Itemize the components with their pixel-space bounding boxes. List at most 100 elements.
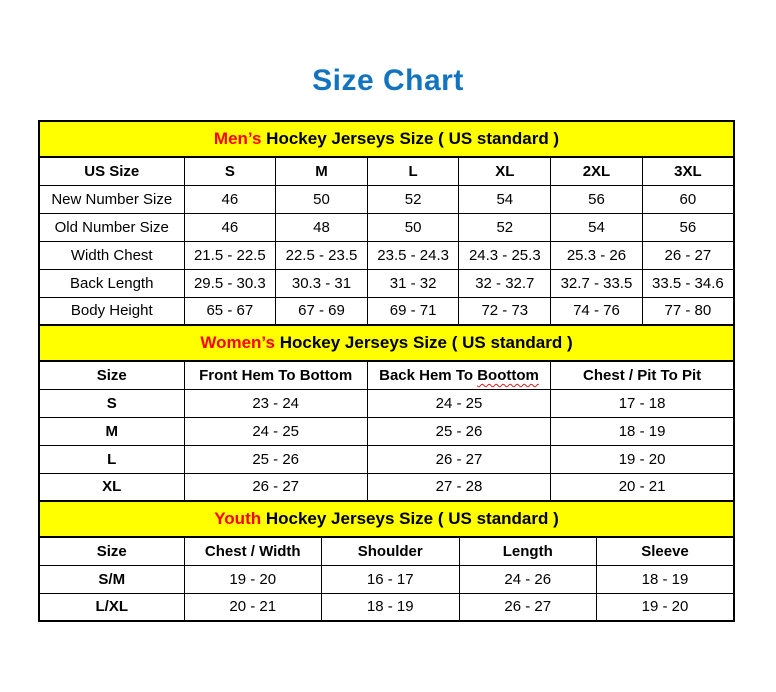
data-cell: 19 - 20 bbox=[183, 564, 322, 594]
header-row: US Size S M L XL 2XL 3XL bbox=[38, 156, 735, 186]
data-cell: 54 bbox=[550, 212, 643, 242]
data-cell: 48 bbox=[275, 212, 368, 242]
data-cell: 18 - 19 bbox=[550, 416, 735, 446]
column-header: XL bbox=[458, 156, 552, 186]
caption-highlight: Youth bbox=[214, 509, 262, 528]
data-cell: 26 - 27 bbox=[458, 592, 597, 622]
data-cell: 20 - 21 bbox=[183, 592, 322, 622]
row-label: L/XL bbox=[38, 592, 185, 622]
row-label: L bbox=[38, 444, 185, 474]
data-cell: 52 bbox=[458, 212, 552, 242]
data-cell: 50 bbox=[275, 184, 368, 214]
data-cell: 19 - 20 bbox=[596, 592, 735, 622]
data-cell: 52 bbox=[366, 184, 460, 214]
data-cell: 18 - 19 bbox=[321, 592, 460, 622]
row-label: S bbox=[38, 388, 185, 418]
caption-text: Hockey Jerseys Size ( US standard ) bbox=[274, 333, 573, 352]
row-label: Back Length bbox=[38, 268, 185, 298]
table-caption-youth: Youth Hockey Jerseys Size ( US standard … bbox=[38, 500, 735, 538]
mens-size-table: US Size S M L XL 2XL 3XL New Number Size 46 50 52 5… bbox=[38, 156, 735, 326]
data-cell: 30.3 - 31 bbox=[275, 268, 368, 298]
column-header: Back Hem To Boottom bbox=[366, 360, 552, 390]
data-cell: 26 - 27 bbox=[366, 444, 552, 474]
column-header-text: Back Hem To bbox=[379, 366, 478, 384]
column-header: L bbox=[366, 156, 460, 186]
womens-size-table: Size Front Hem To Bottom Back Hem To Boott… bbox=[38, 360, 735, 502]
data-cell: 25 - 26 bbox=[183, 444, 368, 474]
youth-size-table: Size Chest / Width Shoulder Length Sleeve S/M… bbox=[38, 536, 735, 622]
caption-highlight: Women’s bbox=[200, 333, 275, 352]
table-row: Old Number Size 46 48 50 52 54 56 bbox=[38, 212, 735, 242]
column-header: 3XL bbox=[641, 156, 735, 186]
caption-text: Hockey Jerseys Size ( US standard ) bbox=[261, 509, 559, 528]
table-row: Width Chest 21.5 - 22.5 22.5 - 23.5 23.5 - … bbox=[38, 240, 735, 270]
row-label: M bbox=[38, 416, 185, 446]
row-label: S/M bbox=[38, 564, 185, 594]
data-cell: 25 - 26 bbox=[366, 416, 552, 446]
data-cell: 74 - 76 bbox=[550, 296, 643, 326]
column-header: Sleeve bbox=[596, 536, 735, 566]
page-title: Size Chart bbox=[312, 64, 464, 97]
data-cell: 16 - 17 bbox=[321, 564, 460, 594]
column-header: S bbox=[183, 156, 277, 186]
data-cell: 19 - 20 bbox=[550, 444, 735, 474]
table-row: M 24 - 25 25 - 26 18 - 19 bbox=[38, 416, 735, 446]
table-row: L/XL 20 - 21 18 - 19 26 - 27 19 - 20 bbox=[38, 592, 735, 622]
data-cell: 50 bbox=[366, 212, 460, 242]
row-label: Body Height bbox=[38, 296, 185, 326]
data-cell: 17 - 18 bbox=[550, 388, 735, 418]
data-cell: 27 - 28 bbox=[366, 472, 552, 502]
data-cell: 56 bbox=[550, 184, 643, 214]
data-cell: 22.5 - 23.5 bbox=[275, 240, 368, 270]
caption-text: Hockey Jerseys Size ( US standard ) bbox=[261, 129, 560, 148]
data-cell: 26 - 27 bbox=[641, 240, 735, 270]
row-label: Old Number Size bbox=[38, 212, 185, 242]
data-cell: 69 - 71 bbox=[366, 296, 460, 326]
column-header: Shoulder bbox=[321, 536, 460, 566]
data-cell: 23 - 24 bbox=[183, 388, 368, 418]
row-label: New Number Size bbox=[38, 184, 185, 214]
misspelled-word: Boottom bbox=[477, 366, 539, 384]
table-row: XL 26 - 27 27 - 28 20 - 21 bbox=[38, 472, 735, 502]
data-cell: 72 - 73 bbox=[458, 296, 552, 326]
table-row: S 23 - 24 24 - 25 17 - 18 bbox=[38, 388, 735, 418]
data-cell: 24.3 - 25.3 bbox=[458, 240, 552, 270]
column-header: Size bbox=[38, 360, 185, 390]
table-caption-mens: Men’s Hockey Jerseys Size ( US standard … bbox=[38, 120, 735, 158]
data-cell: 25.3 - 26 bbox=[550, 240, 643, 270]
data-cell: 67 - 69 bbox=[275, 296, 368, 326]
data-cell: 18 - 19 bbox=[596, 564, 735, 594]
data-cell: 20 - 21 bbox=[550, 472, 735, 502]
data-cell: 32.7 - 33.5 bbox=[550, 268, 643, 298]
column-header: US Size bbox=[38, 156, 185, 186]
table-row: Body Height 65 - 67 67 - 69 69 - 71 72 - 73 7… bbox=[38, 296, 735, 326]
header-row: Size Chest / Width Shoulder Length Sleeve bbox=[38, 536, 735, 566]
data-cell: 29.5 - 30.3 bbox=[183, 268, 277, 298]
data-cell: 24 - 25 bbox=[183, 416, 368, 446]
table-row: L 25 - 26 26 - 27 19 - 20 bbox=[38, 444, 735, 474]
data-cell: 26 - 27 bbox=[183, 472, 368, 502]
data-cell: 65 - 67 bbox=[183, 296, 277, 326]
data-cell: 21.5 - 22.5 bbox=[183, 240, 277, 270]
data-cell: 24 - 25 bbox=[366, 388, 552, 418]
data-cell: 54 bbox=[458, 184, 552, 214]
row-label: XL bbox=[38, 472, 185, 502]
table-row: S/M 19 - 20 16 - 17 24 - 26 18 - 19 bbox=[38, 564, 735, 594]
data-cell: 33.5 - 34.6 bbox=[641, 268, 735, 298]
size-chart: Men’s Hockey Jerseys Size ( US standard … bbox=[38, 120, 735, 622]
data-cell: 46 bbox=[183, 184, 277, 214]
data-cell: 31 - 32 bbox=[366, 268, 460, 298]
data-cell: 56 bbox=[641, 212, 735, 242]
column-header: Chest / Width bbox=[183, 536, 322, 566]
column-header: Chest / Pit To Pit bbox=[550, 360, 735, 390]
row-label: Width Chest bbox=[38, 240, 185, 270]
data-cell: 32 - 32.7 bbox=[458, 268, 552, 298]
data-cell: 77 - 80 bbox=[641, 296, 735, 326]
table-row: New Number Size 46 50 52 54 56 60 bbox=[38, 184, 735, 214]
column-header: 2XL bbox=[550, 156, 643, 186]
column-header: Length bbox=[458, 536, 597, 566]
table-caption-womens: Women’s Hockey Jerseys Size ( US standar… bbox=[38, 324, 735, 362]
column-header: M bbox=[275, 156, 368, 186]
table-row: Back Length 29.5 - 30.3 30.3 - 31 31 - 32 32… bbox=[38, 268, 735, 298]
